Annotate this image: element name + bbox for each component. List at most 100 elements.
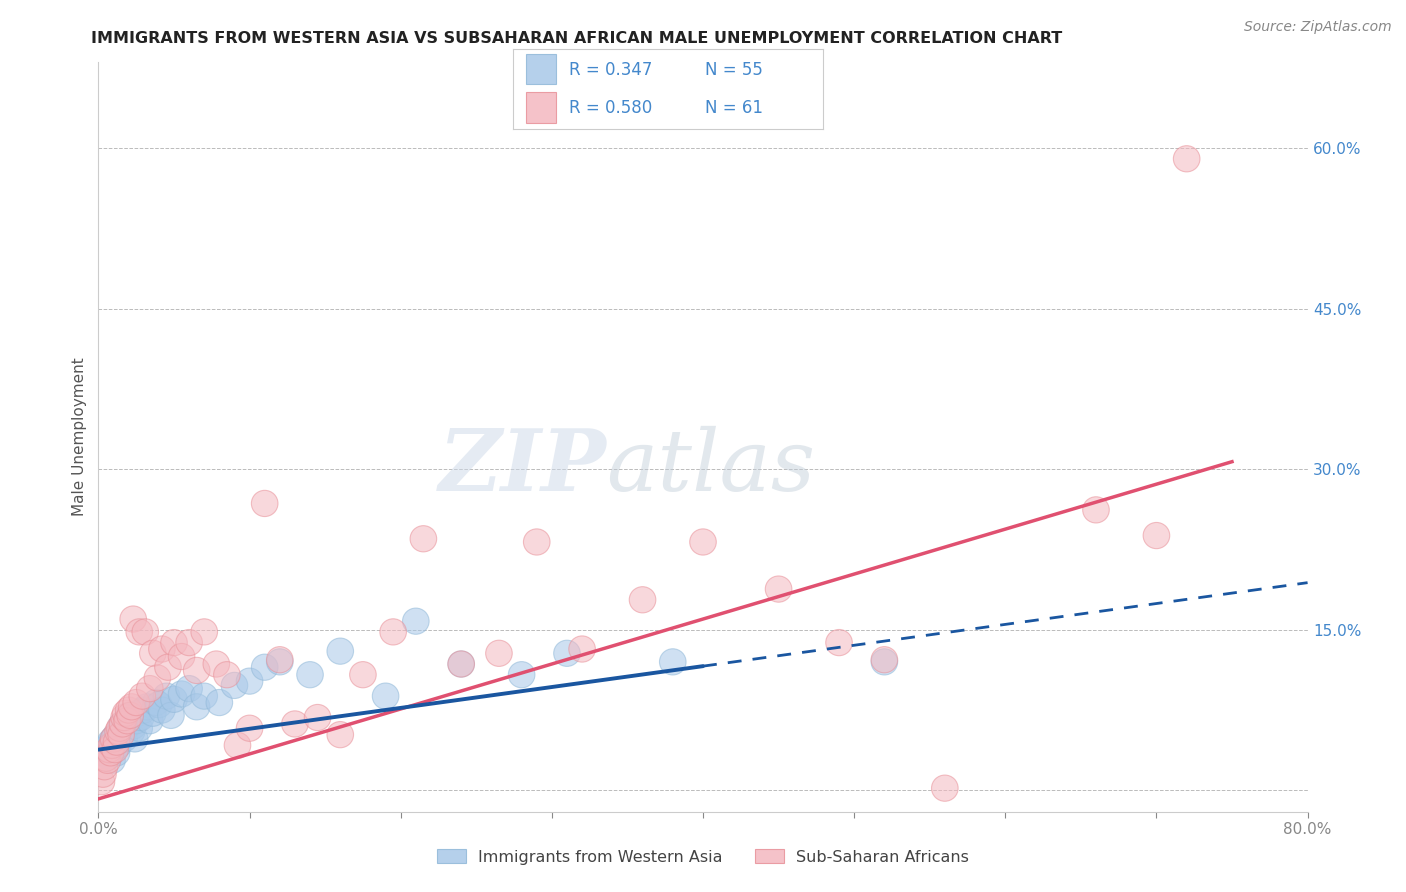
Ellipse shape: [569, 636, 595, 662]
Ellipse shape: [872, 648, 897, 675]
Ellipse shape: [120, 606, 146, 632]
Ellipse shape: [122, 690, 149, 715]
Ellipse shape: [132, 619, 159, 645]
Ellipse shape: [252, 654, 278, 681]
Ellipse shape: [146, 691, 172, 718]
Ellipse shape: [103, 739, 129, 766]
Ellipse shape: [143, 665, 170, 691]
Ellipse shape: [90, 739, 117, 766]
Ellipse shape: [105, 732, 131, 758]
Ellipse shape: [176, 675, 202, 702]
Ellipse shape: [297, 662, 323, 688]
Ellipse shape: [1143, 523, 1170, 549]
Ellipse shape: [554, 640, 581, 666]
Ellipse shape: [169, 643, 195, 670]
Ellipse shape: [214, 662, 240, 688]
Text: Source: ZipAtlas.com: Source: ZipAtlas.com: [1244, 20, 1392, 34]
Ellipse shape: [97, 729, 124, 756]
Ellipse shape: [139, 700, 166, 726]
Ellipse shape: [1083, 497, 1109, 523]
Ellipse shape: [118, 718, 145, 745]
Ellipse shape: [134, 694, 160, 720]
Ellipse shape: [91, 754, 118, 780]
Ellipse shape: [449, 651, 474, 677]
Ellipse shape: [127, 619, 152, 645]
Ellipse shape: [112, 715, 139, 741]
Ellipse shape: [120, 713, 146, 739]
Ellipse shape: [112, 700, 139, 726]
Ellipse shape: [117, 702, 143, 729]
Ellipse shape: [236, 668, 263, 694]
Ellipse shape: [129, 683, 156, 709]
Ellipse shape: [110, 711, 136, 737]
Ellipse shape: [94, 734, 121, 761]
Ellipse shape: [304, 705, 330, 731]
Ellipse shape: [110, 711, 136, 737]
Ellipse shape: [105, 718, 131, 745]
Ellipse shape: [108, 722, 135, 747]
Ellipse shape: [118, 694, 145, 720]
Ellipse shape: [328, 722, 353, 747]
Ellipse shape: [98, 732, 125, 758]
Ellipse shape: [402, 608, 429, 634]
Ellipse shape: [630, 587, 655, 613]
Ellipse shape: [139, 640, 166, 666]
Ellipse shape: [176, 630, 202, 656]
Ellipse shape: [191, 619, 218, 645]
Ellipse shape: [485, 640, 512, 666]
Ellipse shape: [111, 705, 138, 731]
FancyBboxPatch shape: [526, 93, 557, 123]
Ellipse shape: [96, 743, 122, 769]
Ellipse shape: [114, 707, 141, 734]
Ellipse shape: [281, 711, 308, 737]
Text: IMMIGRANTS FROM WESTERN ASIA VS SUBSAHARAN AFRICAN MALE UNEMPLOYMENT CORRELATION: IMMIGRANTS FROM WESTERN ASIA VS SUBSAHAR…: [91, 31, 1063, 46]
Ellipse shape: [142, 690, 169, 715]
Text: N = 55: N = 55: [704, 61, 763, 78]
Y-axis label: Male Unemployment: Male Unemployment: [72, 358, 87, 516]
Ellipse shape: [449, 651, 474, 677]
Ellipse shape: [221, 673, 247, 698]
Ellipse shape: [690, 529, 716, 555]
Ellipse shape: [267, 648, 292, 675]
Ellipse shape: [765, 576, 792, 602]
Text: atlas: atlas: [606, 425, 815, 508]
Text: R = 0.580: R = 0.580: [569, 100, 652, 118]
Ellipse shape: [411, 525, 437, 552]
Ellipse shape: [93, 737, 120, 763]
Ellipse shape: [93, 745, 120, 772]
Ellipse shape: [122, 707, 149, 734]
Ellipse shape: [224, 732, 250, 758]
Ellipse shape: [89, 769, 115, 795]
Ellipse shape: [97, 739, 124, 766]
Legend: Immigrants from Western Asia, Sub-Saharan Africans: Immigrants from Western Asia, Sub-Sahara…: [430, 843, 976, 871]
Ellipse shape: [1174, 145, 1199, 172]
Text: N = 61: N = 61: [704, 100, 763, 118]
Ellipse shape: [100, 726, 127, 752]
Text: R = 0.347: R = 0.347: [569, 61, 652, 78]
Ellipse shape: [202, 651, 229, 677]
FancyBboxPatch shape: [526, 54, 557, 85]
Ellipse shape: [160, 630, 187, 656]
Ellipse shape: [121, 726, 148, 752]
Ellipse shape: [117, 705, 143, 731]
Ellipse shape: [153, 683, 180, 709]
Ellipse shape: [94, 747, 121, 773]
Ellipse shape: [115, 702, 142, 729]
Ellipse shape: [108, 713, 135, 739]
Ellipse shape: [509, 662, 534, 688]
Ellipse shape: [267, 647, 292, 673]
Ellipse shape: [350, 662, 377, 688]
Ellipse shape: [101, 723, 128, 750]
Ellipse shape: [128, 705, 155, 731]
Ellipse shape: [207, 690, 232, 715]
Ellipse shape: [183, 657, 209, 683]
Ellipse shape: [825, 630, 852, 656]
Ellipse shape: [127, 715, 152, 741]
Ellipse shape: [328, 638, 353, 665]
Ellipse shape: [149, 636, 176, 662]
Ellipse shape: [131, 697, 157, 723]
Ellipse shape: [115, 697, 142, 723]
Ellipse shape: [108, 718, 135, 745]
Ellipse shape: [96, 737, 122, 763]
Ellipse shape: [872, 647, 897, 673]
